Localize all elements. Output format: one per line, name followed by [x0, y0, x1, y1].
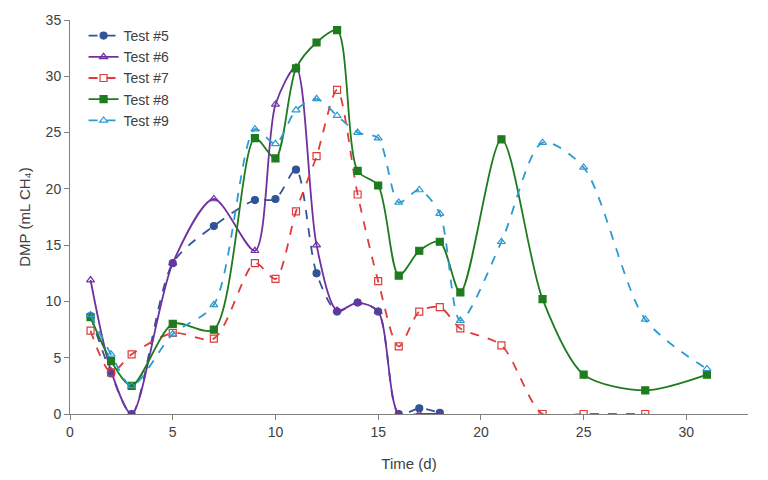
svg-text:5: 5 [169, 424, 177, 440]
svg-text:Test #7: Test #7 [124, 70, 169, 86]
svg-text:10: 10 [46, 293, 62, 309]
svg-text:30: 30 [679, 424, 695, 440]
svg-text:30: 30 [46, 68, 62, 84]
svg-text:25: 25 [46, 124, 62, 140]
svg-text:15: 15 [370, 424, 386, 440]
svg-text:0: 0 [53, 406, 61, 422]
svg-text:35: 35 [46, 12, 62, 28]
svg-text:Test #5: Test #5 [124, 28, 169, 44]
svg-text:Test #9: Test #9 [124, 113, 169, 129]
svg-text:25: 25 [576, 424, 592, 440]
svg-text:15: 15 [46, 237, 62, 253]
svg-text:5: 5 [53, 350, 61, 366]
svg-text:Test #8: Test #8 [124, 92, 169, 108]
svg-text:20: 20 [473, 424, 489, 440]
svg-text:0: 0 [66, 424, 74, 440]
svg-text:Test #6: Test #6 [124, 49, 169, 65]
svg-text:20: 20 [46, 181, 62, 197]
svg-text:Time (d): Time (d) [381, 455, 436, 472]
svg-text:10: 10 [268, 424, 284, 440]
svg-text:DMP (mL CH₄): DMP (mL CH₄) [16, 167, 33, 266]
